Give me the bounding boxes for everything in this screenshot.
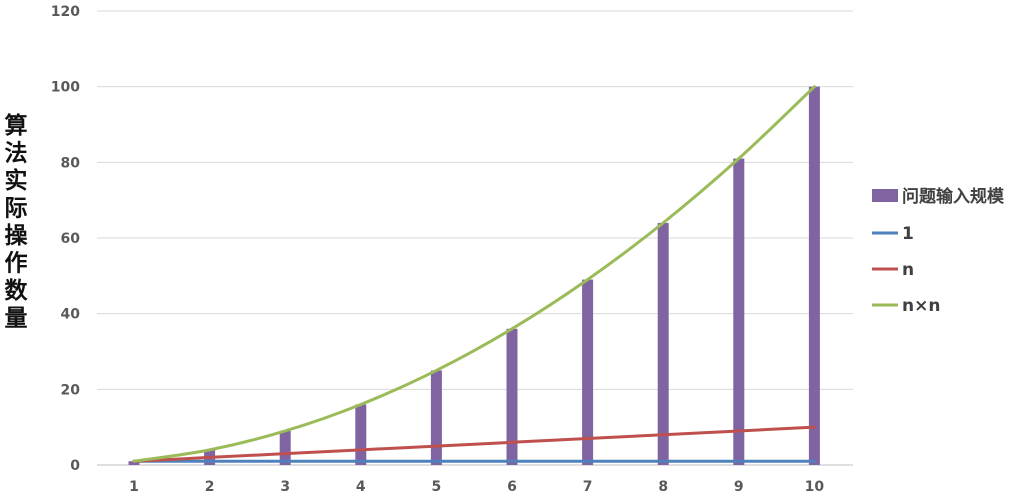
y-axis-label-char: 量 (5, 306, 28, 332)
legend-label: 问题输入规模 (902, 186, 1005, 207)
bar (657, 222, 669, 465)
y-tick-labels: 0 20 40 60 80 100 120 (51, 4, 80, 474)
line-series (132, 85, 816, 463)
x-tick-label: 1 (129, 479, 139, 495)
y-tick-label: 80 (61, 155, 81, 171)
y-tick-label: 20 (61, 382, 81, 398)
legend: 问题输入规模 1 n n×n (872, 186, 1005, 316)
y-axis-label-char: 作 (5, 251, 28, 277)
y-axis-label-char: 算 (5, 112, 28, 139)
y-tick-label: 40 (61, 307, 81, 323)
legend-label: n (902, 260, 914, 280)
y-tick-label: 60 (61, 231, 81, 247)
bar (430, 370, 442, 465)
x-tick-label: 8 (658, 479, 668, 495)
y-tick-label: 100 (51, 80, 80, 96)
bar (506, 328, 518, 465)
x-tick-label: 5 (432, 479, 442, 495)
y-tick-label: 120 (51, 4, 80, 20)
x-tick-label: 9 (734, 479, 744, 495)
gridlines (97, 10, 853, 466)
x-tick-label: 2 (205, 479, 215, 495)
x-tick-label: 10 (805, 479, 825, 495)
bar (279, 430, 291, 465)
y-axis-label-char: 法 (5, 141, 28, 167)
bar (128, 461, 140, 465)
x-tick-label: 7 (583, 479, 593, 495)
bar-series (128, 86, 820, 466)
series-line (132, 425, 816, 463)
y-axis-label-char: 数 (5, 278, 29, 304)
y-axis-label-char: 实 (5, 167, 28, 194)
y-axis-label-char: 际 (5, 196, 28, 222)
legend-label: n×n (902, 296, 940, 316)
legend-label: 1 (902, 224, 914, 244)
legend-swatch (872, 189, 898, 202)
series-line (132, 85, 816, 463)
y-axis-label-char: 操 (5, 223, 28, 249)
x-tick-label: 6 (507, 479, 517, 495)
x-tick-labels: 1 2 3 4 5 6 7 8 9 10 (129, 479, 824, 495)
y-tick-label: 0 (70, 458, 80, 474)
x-tick-label: 4 (356, 479, 366, 495)
bar (733, 158, 745, 466)
bar (582, 279, 594, 465)
bar (355, 404, 367, 465)
x-tick-label: 3 (280, 479, 290, 495)
bar (808, 86, 820, 466)
